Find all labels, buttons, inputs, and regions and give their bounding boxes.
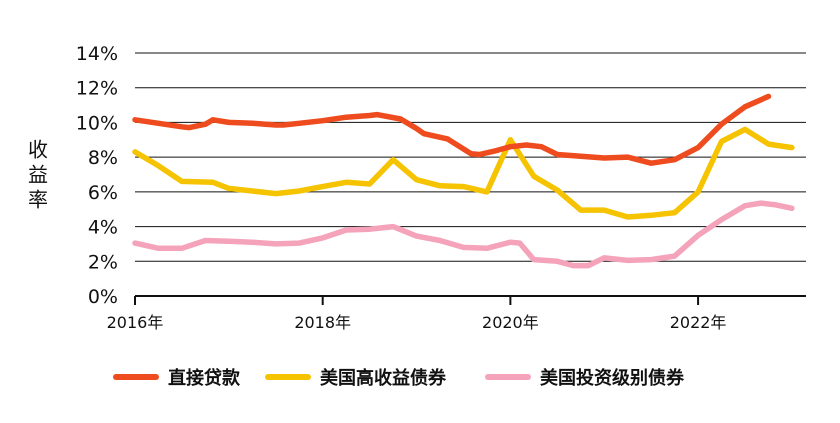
y-tick-label: 4%	[88, 217, 118, 239]
legend-item: 美国投资级别债券	[485, 367, 685, 389]
x-axis-tick-labels: 2016年 2018年 2020年 2022年	[107, 313, 727, 332]
series-line-3	[132, 200, 795, 269]
x-tick-label: 2022年	[670, 313, 727, 332]
x-axis	[134, 295, 806, 305]
series-line-1	[132, 93, 772, 166]
legend-label: 美国投资级别债券	[540, 367, 685, 389]
series-lines	[132, 93, 795, 269]
y-tick-label: 10%	[76, 112, 118, 134]
y-tick-label: 14%	[76, 43, 118, 65]
y-tick-label: 2%	[88, 251, 118, 273]
y-axis-tick-labels: 0% 2% 4% 6% 8% 10% 12% 14%	[76, 43, 118, 308]
y-tick-label: 12%	[76, 78, 118, 100]
y-tick-label: 0%	[88, 286, 118, 308]
series-line-2	[132, 126, 795, 220]
legend-label: 直接贷款	[168, 367, 241, 389]
legend-item: 直接贷款	[113, 367, 241, 389]
y-tick-label: 8%	[88, 147, 118, 169]
y-axis-label: 收益率	[28, 138, 48, 212]
y-tick-label: 6%	[88, 182, 118, 204]
x-tick-label: 2018年	[294, 313, 351, 332]
legend-item: 美国高收益债券	[265, 367, 447, 389]
legend-label: 美国高收益债券	[320, 367, 447, 389]
x-tick-label: 2020年	[482, 313, 539, 332]
legend: 直接贷款 美国高收益债券 美国投资级别债券	[113, 367, 685, 389]
x-tick-label: 2016年	[107, 313, 164, 332]
